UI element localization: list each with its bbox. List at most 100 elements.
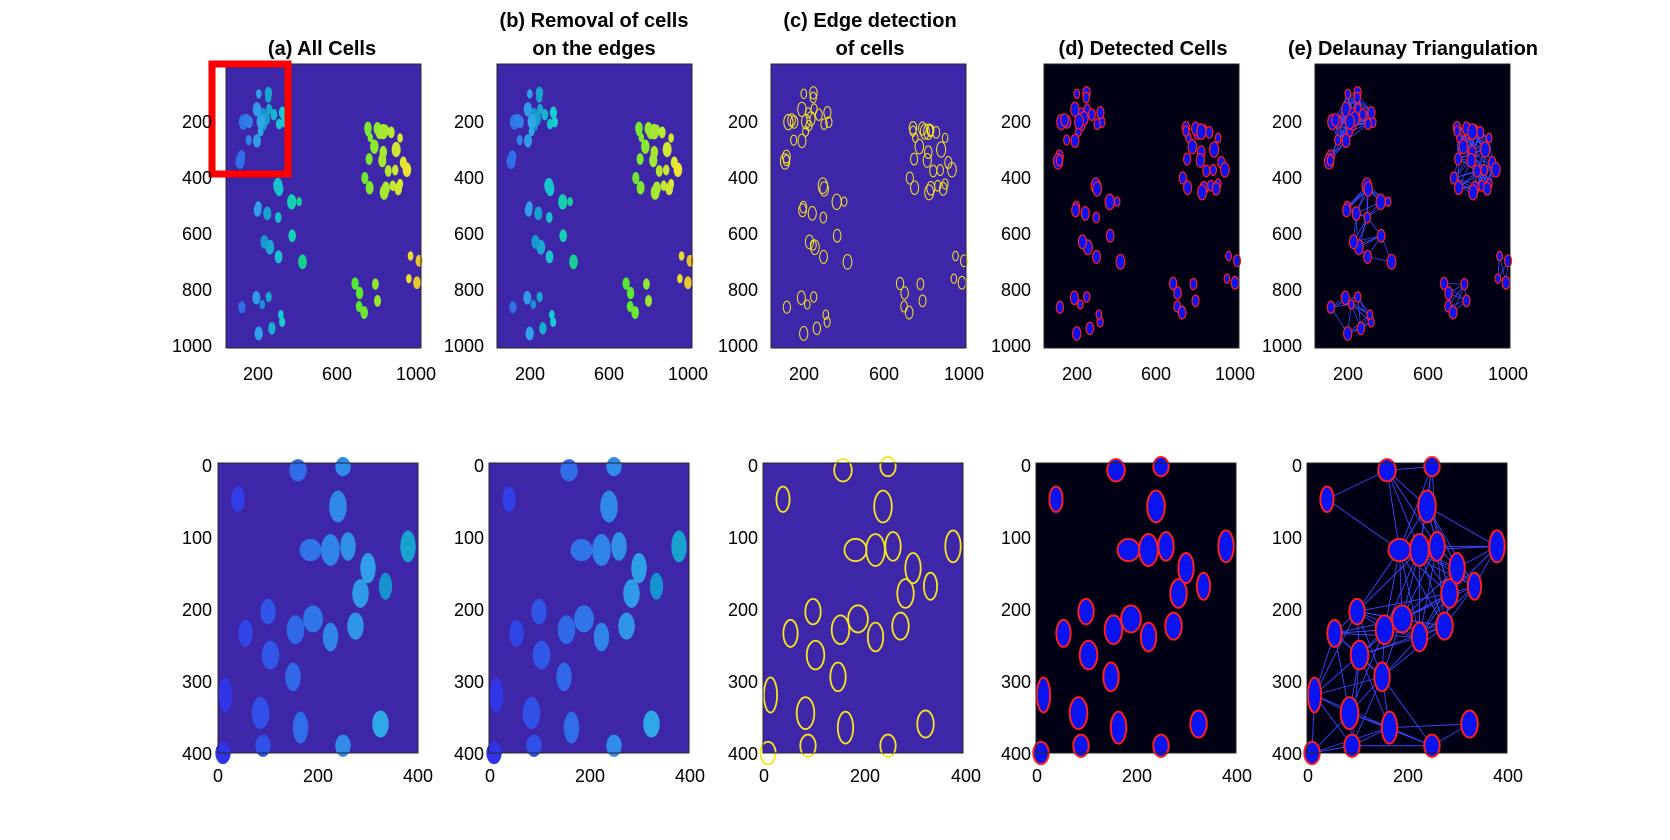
cell-detected: [1366, 309, 1374, 320]
panels: [208, 60, 1513, 766]
cell-detected: [1072, 733, 1090, 758]
cell-edge: [799, 733, 817, 758]
cell-detected: [1070, 133, 1080, 149]
cell-detected: [1375, 193, 1386, 211]
cell-edge: [795, 696, 816, 730]
cell: [660, 180, 667, 192]
cell: [536, 291, 543, 303]
cell-detected: [1048, 485, 1064, 514]
ytick-bot-c-3: 300: [728, 672, 758, 692]
panel-e-bottom: [1303, 456, 1508, 766]
cell-detected: [1458, 138, 1469, 155]
cell-detected: [1211, 181, 1221, 196]
cell: [361, 171, 369, 185]
cell-detected: [1093, 118, 1101, 131]
cell: [397, 133, 403, 143]
cell-detected: [1473, 164, 1482, 178]
cell: [545, 250, 554, 264]
cell: [559, 229, 567, 243]
cell: [626, 300, 634, 312]
cell: [641, 139, 650, 154]
cell: [606, 457, 622, 477]
title-b-line1: (b) Removal of cells: [500, 10, 689, 32]
cell-detected: [1104, 193, 1115, 211]
cell-detected: [1439, 276, 1449, 291]
cell: [649, 123, 659, 140]
cell-detected: [1363, 249, 1373, 264]
cell-detected: [1152, 733, 1170, 758]
cell-detected: [1069, 290, 1079, 306]
cell: [546, 118, 554, 130]
cell-detected: [1055, 154, 1064, 167]
ytick-bot-a-3: 300: [182, 672, 212, 692]
cell: [335, 734, 351, 757]
cell: [378, 123, 388, 140]
cell: [270, 108, 278, 121]
xtick-bot-c-0: 0: [759, 766, 769, 786]
cell-detected: [1380, 710, 1399, 745]
ytick-bot-c-1: 100: [728, 528, 758, 548]
cell: [268, 322, 276, 335]
axes-frame: [1306, 462, 1508, 754]
ytick-bot-d-1: 100: [1001, 528, 1031, 548]
ytick-bot-d-4: 400: [1001, 744, 1031, 764]
cell-detected: [1178, 171, 1188, 185]
ytick-bot-c-4: 400: [728, 744, 758, 764]
cell-edge: [812, 321, 822, 336]
xtick-bot-d-1: 200: [1122, 766, 1152, 786]
cell: [394, 182, 403, 196]
cell: [636, 153, 644, 165]
cell-detected: [1173, 286, 1182, 300]
xtick-top-a-2: 1000: [396, 364, 436, 384]
cell: [489, 677, 504, 713]
cell-edge: [944, 529, 962, 564]
cell-edge: [936, 141, 947, 158]
cell-detected: [1068, 696, 1089, 731]
cell: [254, 326, 263, 341]
cell: [531, 235, 540, 249]
triangulation-edge: [1347, 93, 1372, 113]
cell: [296, 196, 302, 207]
cell: [360, 552, 376, 584]
ytick-bot-b-4: 400: [454, 744, 484, 764]
cell-detected: [1225, 250, 1233, 262]
cell: [673, 162, 683, 178]
cell-detected: [1353, 91, 1362, 104]
xtick-top-d-1: 600: [1141, 364, 1171, 384]
cell: [569, 254, 578, 270]
cell-edge: [916, 709, 935, 739]
cell-detected: [1453, 180, 1464, 196]
cell-detected: [1410, 621, 1429, 653]
cell-edge: [884, 531, 902, 562]
cell-detected: [1077, 597, 1095, 626]
ytick-top-c-2: 600: [728, 224, 758, 244]
cell-detected: [1367, 105, 1376, 120]
cell-edge: [804, 299, 811, 310]
cell: [340, 532, 356, 561]
cell: [286, 615, 305, 645]
ytick-top-c-3: 800: [728, 280, 758, 300]
cell-edge: [809, 91, 817, 104]
cell: [593, 622, 610, 652]
cell-detected: [1482, 181, 1492, 196]
cell: [600, 490, 618, 523]
cell: [557, 615, 576, 645]
cell-detected: [1096, 105, 1105, 120]
cell-detected: [1490, 161, 1501, 178]
ytick-top-a-4: 1000: [172, 336, 212, 356]
cell-detected: [1339, 696, 1360, 731]
cell-detected: [1209, 141, 1220, 158]
cell-detected: [1384, 196, 1392, 207]
cell-detected: [1326, 618, 1343, 648]
cell-edge: [896, 578, 915, 609]
cell-edge: [832, 228, 842, 243]
cell-detected: [1217, 529, 1235, 564]
cell-edge: [960, 254, 969, 268]
axes-frame: [217, 462, 419, 754]
xtick-top-e-1: 600: [1413, 364, 1443, 384]
cell: [632, 171, 640, 185]
ytick-top-b-1: 400: [454, 168, 484, 188]
cell: [274, 250, 283, 264]
cell: [379, 184, 389, 200]
